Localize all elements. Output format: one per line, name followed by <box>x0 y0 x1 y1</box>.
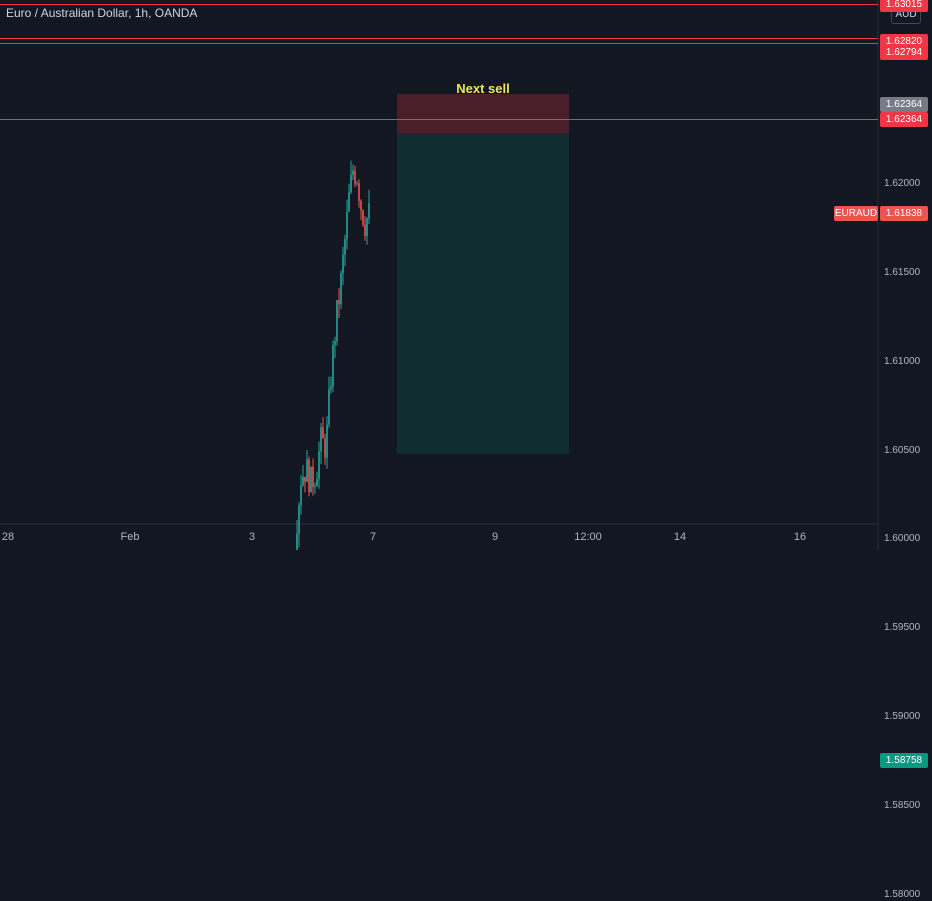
x-tick-label: 3 <box>248 531 256 543</box>
candle-body <box>334 341 336 346</box>
next-sell-label: Next sell <box>456 81 510 96</box>
candle-body <box>320 427 322 452</box>
candle-body <box>310 466 312 493</box>
risk-zone[interactable] <box>397 94 569 133</box>
x-tick-label: 7 <box>369 531 377 543</box>
candle-body <box>328 389 330 425</box>
candles <box>296 160 370 550</box>
x-tick-label: 9 <box>491 531 499 543</box>
x-tick-label: 28 <box>1 531 15 543</box>
candle-body <box>298 505 300 534</box>
candle-body <box>314 486 316 488</box>
candle-body <box>366 218 368 237</box>
candle-body <box>364 224 366 237</box>
candle-body <box>330 386 332 390</box>
candle-body <box>360 200 362 211</box>
candle-body <box>302 476 304 486</box>
candle-body <box>306 459 308 482</box>
candle-body <box>358 183 360 201</box>
reward-zone[interactable] <box>397 133 569 454</box>
candle-body <box>326 424 328 458</box>
candle-body <box>322 427 324 439</box>
price-label-line: 1.62794 <box>880 44 928 60</box>
horizontal-lines[interactable] <box>0 4 878 120</box>
candle-body <box>346 211 348 239</box>
y-tick-label: 1.58500 <box>884 799 921 811</box>
candle-body <box>342 254 344 274</box>
y-tick-label: 1.60000 <box>884 533 921 545</box>
y-tick-label: 1.62000 <box>884 177 921 189</box>
candle-body <box>300 485 302 506</box>
y-tick-label: 1.58000 <box>884 888 921 900</box>
price-label-target: 1.58758 <box>880 753 928 769</box>
y-tick-label: 1.61000 <box>884 355 921 367</box>
candle-body <box>324 438 326 458</box>
chart-title: Euro / Australian Dollar, 1h, OANDA <box>6 6 198 20</box>
price-label-neutral: 1.62364 <box>880 97 928 113</box>
candle-body <box>308 459 310 493</box>
candle-body <box>352 170 354 175</box>
candle-body <box>356 183 358 185</box>
y-tick-label: 1.60500 <box>884 444 921 456</box>
price-label-line: 1.63015 <box>880 0 928 12</box>
candle-body <box>338 300 340 304</box>
price-label-last: 1.61838 <box>880 205 928 221</box>
candle-body <box>312 466 314 487</box>
candle-body <box>368 203 370 219</box>
y-tick-label: 1.61500 <box>884 266 921 278</box>
candle-body <box>362 210 364 225</box>
y-tick-label: 1.59000 <box>884 711 921 723</box>
candle-body <box>296 533 298 550</box>
candle-body <box>354 170 356 184</box>
price-label-line: 1.62364 <box>880 112 928 128</box>
x-tick-label: Feb <box>120 531 140 543</box>
candle-body <box>318 451 320 479</box>
symbol-badge: EURAUD <box>834 205 878 221</box>
candle-body <box>340 273 342 304</box>
candle-body <box>304 476 306 482</box>
x-tick-label: 14 <box>673 531 687 543</box>
x-tick-label: 16 <box>793 531 807 543</box>
candle-body <box>336 300 338 342</box>
candle-body <box>344 238 346 255</box>
y-tick-label: 1.59500 <box>884 622 921 634</box>
candle-body <box>316 478 318 487</box>
candle-body <box>348 192 350 212</box>
x-tick-label: 12:00 <box>574 531 602 543</box>
candle-body <box>350 174 352 193</box>
price-chart[interactable] <box>0 0 932 550</box>
candle-body <box>332 345 334 387</box>
